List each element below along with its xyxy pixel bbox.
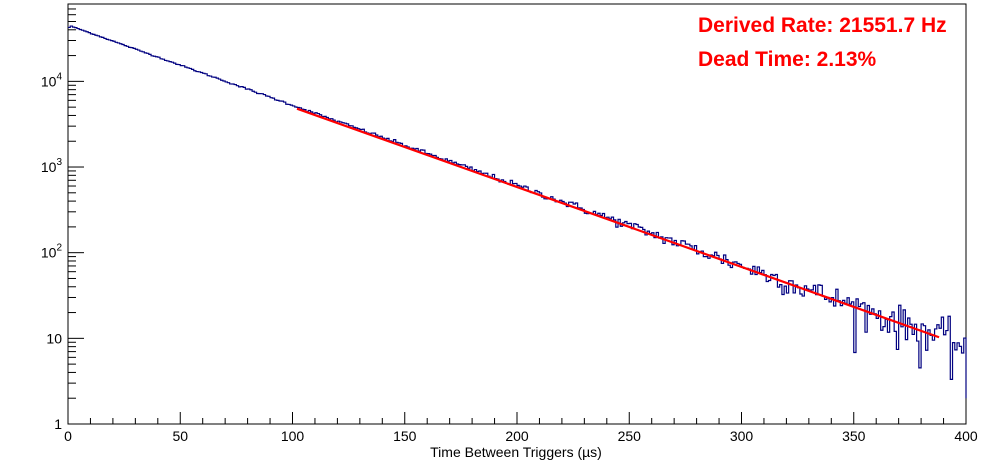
x-tick-label: 50 (172, 428, 188, 444)
x-tick-label: 300 (730, 428, 754, 444)
histogram-series (68, 25, 967, 399)
derived-rate-annotation: Derived Rate: 21551.7 Hz (698, 14, 947, 37)
x-tick-label: 200 (505, 428, 529, 444)
x-axis-label-container: Time Between Triggers (µs) (0, 444, 996, 460)
x-tick-label: 350 (842, 428, 866, 444)
x-tick-label: 150 (393, 428, 417, 444)
y-tick-label: 1 (54, 416, 62, 432)
x-axis-ticks: 0 50 100 150 200 250 300 350 400 (64, 412, 978, 444)
fit-line (296, 107, 940, 339)
x-axis-label: Time Between Triggers (µs) (430, 444, 602, 460)
y-tick-label: 10 (46, 330, 62, 346)
x-tick-label: 400 (954, 428, 978, 444)
x-tick-label: 0 (64, 428, 72, 444)
y-axis-ticks: 1 10 102 103 104 (41, 3, 84, 432)
x-tick-label: 250 (618, 428, 642, 444)
y-tick-label: 102 (41, 243, 63, 261)
x-tick-label: 100 (281, 428, 305, 444)
series-layer (68, 25, 967, 399)
y-tick-label: 103 (41, 157, 63, 175)
dead-time-annotation: Dead Time: 2.13% (698, 48, 877, 71)
y-tick-label: 104 (41, 71, 63, 89)
